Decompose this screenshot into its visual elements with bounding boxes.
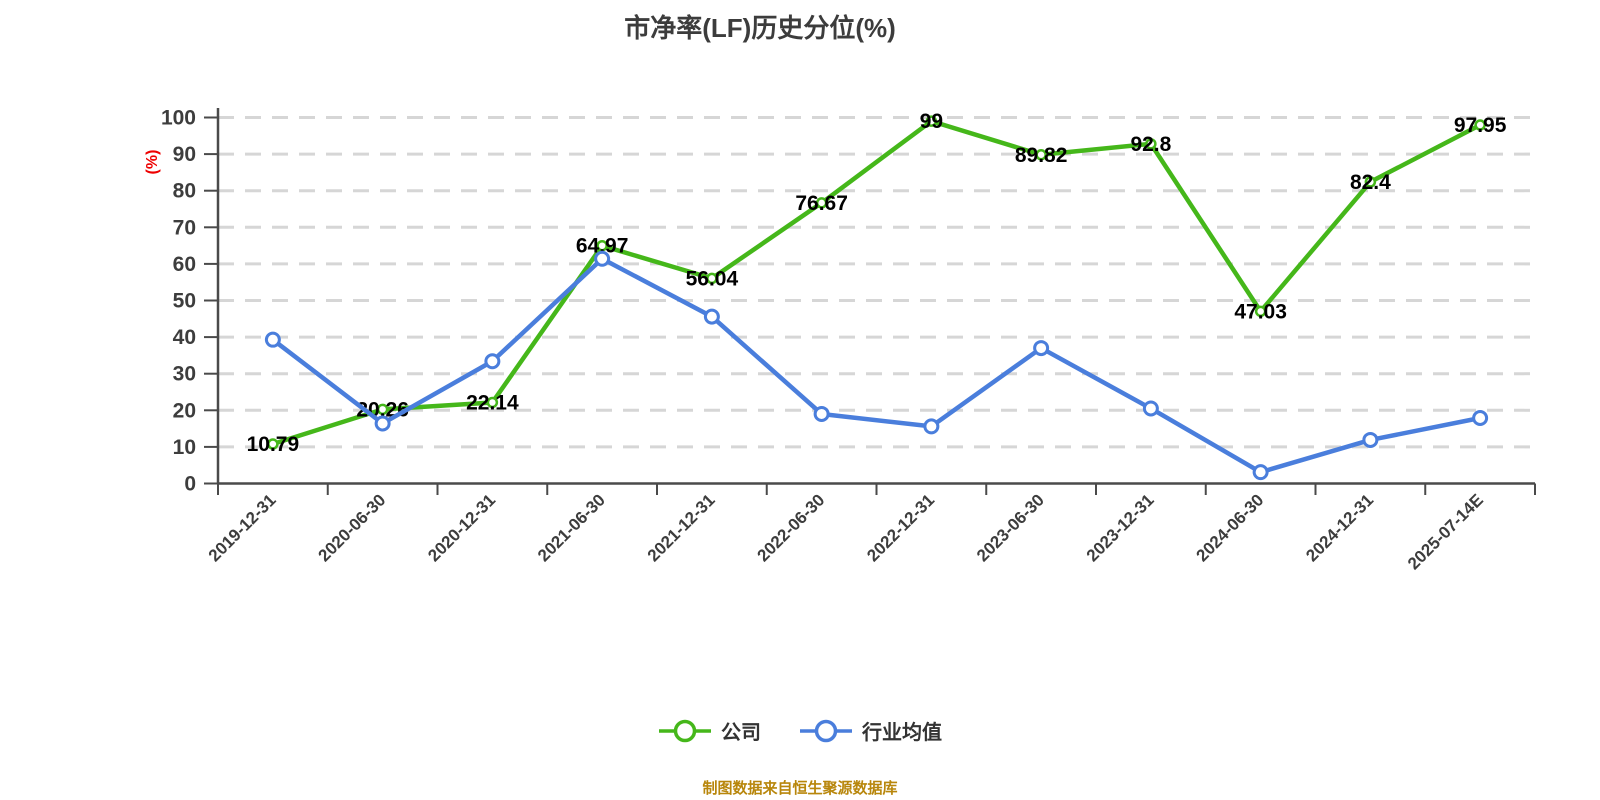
data-label: 10.79 [247, 433, 300, 456]
legend-item-company[interactable]: 公司 [658, 716, 761, 745]
data-point[interactable] [374, 415, 391, 432]
data-label: 92.8 [1130, 133, 1171, 156]
data-point[interactable] [925, 115, 938, 127]
x-axis-tick-label: 2023-12-31 [1083, 490, 1158, 565]
chart-title: 市净率(LF)历史分位(%) [624, 13, 896, 43]
x-axis-tick-label: 2020-12-31 [424, 490, 499, 565]
data-label: 89.82 [1015, 144, 1068, 167]
data-point[interactable] [1364, 176, 1377, 188]
y-axis-tick-label: 20 [173, 399, 196, 422]
data-point[interactable] [486, 396, 499, 409]
data-point[interactable] [815, 197, 828, 209]
x-axis-tick-label: 2020-06-30 [315, 490, 390, 565]
data-label: 99 [920, 110, 943, 133]
gridlines [218, 116, 1535, 449]
series-line [270, 118, 1483, 447]
legend: 公司 行业均值 [0, 716, 1600, 745]
x-axis-tick-label: 2019-12-31 [205, 490, 280, 565]
data-label: 76.67 [795, 192, 848, 215]
legend-label-industry-average: 行业均值 [862, 722, 942, 744]
industry-series-marker-icon [800, 719, 852, 742]
y-axis-tick-label: 90 [173, 143, 196, 166]
y-axis-tick-label: 60 [173, 253, 196, 276]
data-label: 56.04 [686, 267, 739, 290]
data-point[interactable] [813, 405, 830, 422]
y-axis-tick-label: 80 [173, 180, 196, 203]
y-axis-tick-label: 50 [173, 290, 196, 313]
series-line [270, 256, 1483, 475]
data-point[interactable] [264, 331, 281, 348]
data-label: 47.03 [1234, 300, 1287, 323]
line-chart: 0 10 20 30 40 50 60 70 80 90 100 (%) 2019-12-31 2020-… [144, 107, 1536, 573]
x-axis-tick-label: 2024-12-31 [1302, 490, 1377, 565]
data-label: 82.4 [1350, 171, 1391, 194]
data-point[interactable] [267, 438, 279, 450]
data-label: 97.95 [1454, 114, 1507, 137]
data-point[interactable] [376, 403, 389, 416]
x-axis-tick-label: 2022-06-30 [754, 490, 829, 565]
data-point[interactable] [1145, 138, 1157, 150]
x-axis-tick-label: 2025-07-14E [1404, 490, 1487, 573]
data-label: 64.97 [576, 235, 629, 258]
data-point[interactable] [484, 353, 501, 370]
y-axis-tick-label: 30 [173, 363, 196, 386]
data-point[interactable] [1472, 409, 1489, 426]
data-point[interactable] [594, 250, 611, 267]
x-axis-tick-label: 2022-12-31 [863, 490, 938, 565]
data-label: 22.14 [466, 391, 519, 414]
legend-label-company: 公司 [721, 722, 761, 744]
y-axis-tick-label: 40 [173, 326, 196, 349]
data-point[interactable] [1035, 149, 1047, 161]
series-行业均值 [264, 250, 1489, 481]
data-point[interactable] [1252, 464, 1269, 481]
data-point[interactable] [1474, 119, 1486, 131]
x-axis-tick-label: 2023-06-30 [973, 490, 1048, 565]
y-axis-tick-label: 0 [184, 473, 196, 496]
x-axis-tick-label: 2021-06-30 [534, 490, 609, 565]
data-point[interactable] [1142, 400, 1159, 417]
x-axis-tick-label: 2021-12-31 [644, 490, 719, 565]
axes: 0 10 20 30 40 50 60 70 80 90 100 [161, 107, 1536, 496]
company-series-marker-icon [659, 719, 711, 742]
data-point[interactable] [1362, 431, 1379, 448]
data-point[interactable] [596, 239, 608, 252]
x-axis-tick-label: 2024-06-30 [1193, 490, 1268, 565]
data-point[interactable] [1254, 305, 1267, 318]
y-axis-tick-label: 10 [173, 436, 196, 459]
y-axis-tick-label: 100 [161, 107, 196, 130]
y-axis-tick-label: 70 [173, 216, 196, 239]
y-axis-unit-label: (%) [144, 150, 161, 175]
x-axis-labels: 2019-12-31 2020-06-30 2020-12-31 2021-06-30… [205, 490, 1487, 573]
data-source-note: 制图数据来自恒生聚源数据库 [702, 780, 898, 797]
data-point[interactable] [923, 418, 940, 435]
data-point[interactable] [703, 308, 720, 325]
data-point[interactable] [706, 272, 718, 285]
legend-item-industry-average[interactable]: 行业均值 [799, 716, 942, 745]
data-point[interactable] [1033, 340, 1050, 357]
